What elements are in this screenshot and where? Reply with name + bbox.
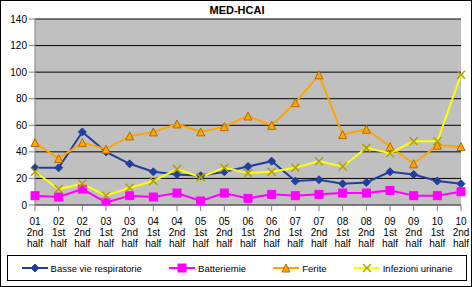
svg-text:102ndhalf: 102ndhalf: [453, 216, 464, 249]
svg-text:082ndhalf: 082ndhalf: [358, 216, 375, 249]
svg-text:100: 100: [10, 67, 27, 78]
html-text:Basse vie respiratorie: Basse vie respiratorie: [50, 262, 142, 274]
svg-text:062ndhalf: 062ndhalf: [263, 216, 280, 249]
svg-text:051sthalf: 051sthalf: [193, 216, 209, 249]
svg-text:061sthalf: 061sthalf: [240, 216, 256, 249]
svg-text:022ndhalf: 022ndhalf: [74, 216, 91, 249]
svg-text:80: 80: [16, 93, 28, 104]
svg-text:20: 20: [16, 173, 28, 184]
svg-text:021sthalf: 021sthalf: [51, 216, 67, 249]
svg-text:032ndhalf: 032ndhalf: [121, 216, 138, 249]
svg-text:0: 0: [21, 200, 27, 211]
svg-text:101sthalf: 101sthalf: [429, 216, 445, 249]
svg-text:012ndhalf: 012ndhalf: [27, 216, 44, 249]
svg-text:120: 120: [10, 40, 27, 51]
svg-text:140: 140: [10, 14, 27, 25]
svg-text:042ndhalf: 042ndhalf: [169, 216, 186, 249]
svg-text:081sthalf: 081sthalf: [335, 216, 351, 249]
html-text:MED-HCAI: MED-HCAI: [209, 4, 265, 16]
svg-text:60: 60: [16, 120, 28, 131]
svg-text:031sthalf: 031sthalf: [98, 216, 114, 249]
svg-text:041sthalf: 041sthalf: [145, 216, 161, 249]
svg-text:052ndhalf: 052ndhalf: [216, 216, 233, 249]
svg-text:071sthalf: 071sthalf: [287, 216, 303, 249]
svg-text:072ndhalf: 072ndhalf: [311, 216, 328, 249]
html-text:Infezioni urinarie: Infezioni urinarie: [382, 262, 453, 274]
html-text:Ferite: Ferite: [302, 262, 327, 274]
svg-text:40: 40: [16, 146, 28, 157]
svg-text:092ndhalf: 092ndhalf: [405, 216, 422, 249]
html-text:Batteriemie: Batteriemie: [198, 262, 247, 274]
svg-text:091sthalf: 091sthalf: [382, 216, 398, 249]
